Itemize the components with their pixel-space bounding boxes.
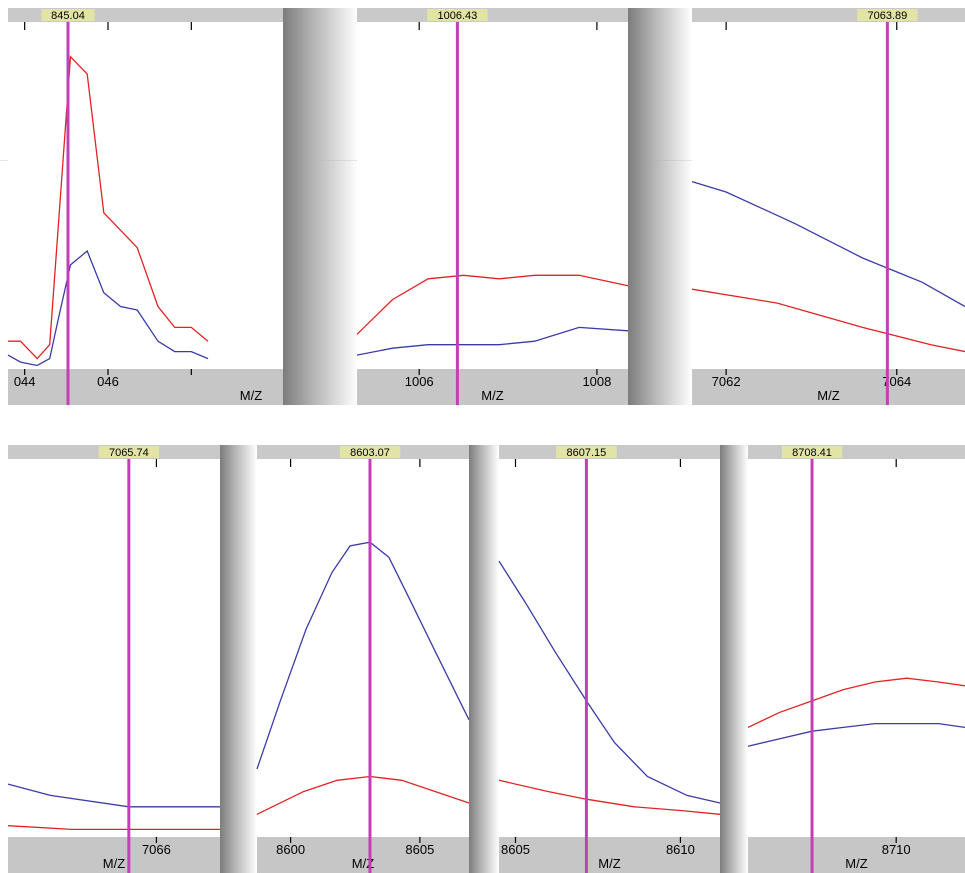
marker-label-box: [857, 9, 918, 21]
x-axis-band: [692, 369, 965, 405]
series-line-red: [256, 775, 470, 815]
series-line-red: [356, 274, 629, 335]
spectrum-panel-5: 8600 8605 M/Z 8603.07: [256, 445, 470, 873]
tick-label: 1008: [582, 374, 611, 389]
header-bar: [357, 8, 628, 22]
marker-label: 8607.15: [567, 447, 607, 459]
x-axis-label: M/Z: [481, 388, 503, 403]
tick-label: 8600: [276, 842, 305, 857]
series-line-blue: [256, 541, 470, 770]
spectrum-plot-1: 044 046 M/Z 845.04: [7, 8, 283, 405]
tick-label: 8610: [666, 842, 695, 857]
series-line-blue: [7, 783, 220, 808]
spectrum-plot-3: 7062 7064 M/Z 7063.89: [691, 8, 965, 405]
spectrum-plot-2: 1006 1008 M/Z 1006.43: [356, 8, 629, 405]
header-bar: [748, 445, 965, 459]
panel-shadow: [220, 445, 257, 873]
marker-label-box: [339, 446, 401, 458]
spectrum-panel-1: 044 046 M/Z 845.04: [7, 8, 283, 405]
x-axis-band: [8, 369, 283, 405]
series-line-blue: [7, 249, 209, 367]
tick-label: 8605: [501, 842, 530, 857]
x-axis-label: M/Z: [845, 856, 867, 871]
series-line-blue: [691, 180, 965, 308]
spectrum-plot-6: 8605 8610 M/Z 8607.15: [498, 445, 721, 873]
marker-label: 7063.89: [867, 10, 907, 22]
marker-label-box: [781, 446, 843, 458]
x-axis-band: [499, 837, 720, 873]
x-axis-label: M/Z: [817, 388, 839, 403]
marker-label: 7065.74: [109, 447, 149, 459]
series-line-red: [7, 825, 220, 831]
spectrum-plot-4: 7066 M/Z 7065.74: [7, 445, 220, 873]
panel-shadow: [628, 8, 692, 405]
x-axis-band: [748, 837, 965, 873]
spectrum-panel-6: 8605 8610 M/Z 8607.15: [498, 445, 721, 873]
tick-label: 7064: [882, 374, 911, 389]
series-line-blue: [747, 722, 965, 747]
panel-shadow: [469, 445, 499, 873]
tick-label: 046: [97, 374, 119, 389]
marker-label: 8603.07: [350, 447, 390, 459]
marker-label: 1006.43: [438, 10, 478, 22]
marker-label-box: [41, 9, 95, 21]
header-bar: [692, 8, 965, 22]
spectrum-panel-2: 1006 1008 M/Z 1006.43: [356, 8, 629, 405]
panel-shadow: [720, 445, 748, 873]
tick-label: 1006: [405, 374, 434, 389]
x-axis-band: [257, 837, 469, 873]
spectrum-panel-7: 8710 M/Z 8708.41: [747, 445, 965, 873]
series-line-red: [8, 55, 209, 360]
spectrum-panel-4: 7066 M/Z 7065.74: [7, 445, 220, 873]
marker-label: 8708.41: [792, 447, 832, 459]
x-axis-band: [8, 837, 220, 873]
series-line-blue: [356, 326, 629, 356]
series-line-red: [498, 779, 721, 815]
series-line-red: [747, 677, 965, 728]
tick-label: 7066: [142, 842, 171, 857]
x-axis-label: M/Z: [240, 388, 262, 403]
marker-label-box: [556, 446, 617, 458]
x-axis-label: M/Z: [598, 856, 620, 871]
spectrum-plot-7: 8710 M/Z 8708.41: [747, 445, 965, 873]
tick-label: 7062: [712, 374, 741, 389]
marker-label-box: [427, 9, 488, 21]
series-line-blue: [498, 560, 721, 804]
panel-shadow: [283, 8, 358, 405]
x-axis-label: M/Z: [103, 856, 125, 871]
marker-label: 845.04: [51, 10, 85, 22]
marker-label-box: [98, 446, 160, 458]
series-line-red: [691, 288, 965, 353]
tick-label: 044: [14, 374, 36, 389]
tick-label: 8605: [405, 842, 434, 857]
x-axis-band: [357, 369, 628, 405]
tick-label: 8710: [882, 842, 911, 857]
spectrum-panel-3: 7062 7064 M/Z 7063.89: [691, 8, 965, 405]
